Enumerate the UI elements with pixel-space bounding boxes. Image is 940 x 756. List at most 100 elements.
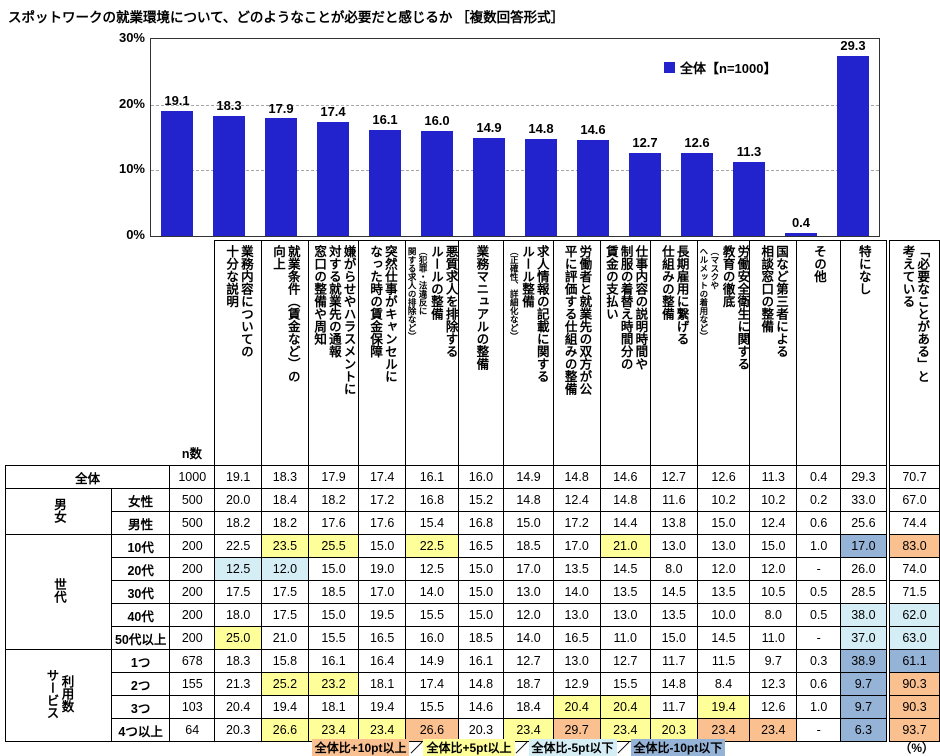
column-header: 労働安全衛生に関する 教育の徹底 （マスクや ヘルメットの着用など） xyxy=(696,240,751,466)
table-cell: 13.0 xyxy=(649,534,698,558)
column-header-main: 長期雇用に繋げる 仕組みの整備 xyxy=(659,245,689,345)
table-cell: 18.5 xyxy=(503,534,554,558)
table-cell: 15.5 xyxy=(405,603,459,627)
table-cell: 26.6 xyxy=(261,718,309,742)
table-cell: 20.4 xyxy=(214,695,263,719)
y-axis-tick: 30% xyxy=(118,30,145,45)
y-axis-tick: 10% xyxy=(118,161,145,177)
table-cell: 18.2 xyxy=(307,488,360,512)
table-cell: 15.0 xyxy=(358,534,407,558)
bar-chart: 19.1 18.3 17.9 17.4 16.1 16.0 14.9 14.8 14.6 12.7… xyxy=(0,24,940,242)
table-cell: 19.1 xyxy=(214,465,263,489)
table-row: 4つ以上 64 20.3 26.6 23.4 23.4 26.6 20.3 23.4 29.7 23… xyxy=(6,718,940,742)
y-axis-tick: 20% xyxy=(118,95,145,111)
table-cell: 12.7 xyxy=(503,649,554,673)
table-row: 20代 200 12.5 12.0 15.0 19.0 12.5 15.0 17.0 13.5 14… xyxy=(6,557,940,581)
bar-slot: 29.3 xyxy=(827,38,879,236)
table-cell: 15.5 xyxy=(599,672,651,696)
column-header-text: 突然仕事がキャンセルに なった時の賃金保障 xyxy=(367,245,397,383)
table-cell: 11.3 xyxy=(749,465,798,489)
column-header-text: 労働者と就業先の双方が公 平に評価する仕組みの整備 xyxy=(562,245,592,395)
table-cell: 18.2 xyxy=(214,511,263,535)
row-group-label-text: サービス 利用数 xyxy=(44,669,74,719)
table-row: 2つ 155 21.3 25.2 23.2 18.1 17.4 14.8 18.7 12.9 15.… xyxy=(6,672,940,696)
table-cell: 13.5 xyxy=(599,580,651,604)
table-cell: 16.8 xyxy=(405,488,459,512)
table-cell: 12.5 xyxy=(405,557,459,581)
table-cell: 16.5 xyxy=(457,534,505,558)
n-value: 200 xyxy=(169,580,216,604)
table-cell: 0.6 xyxy=(796,511,842,535)
table-cell: 11.0 xyxy=(599,626,651,650)
table-cell: 23.4 xyxy=(503,718,554,742)
chart-plot-area: 19.1 18.3 17.9 17.4 16.1 16.0 14.9 14.8 14.6 12.7… xyxy=(150,38,880,237)
column-header-main: 就業条件（賃金など）の 向上 xyxy=(270,245,300,383)
bar xyxy=(733,161,765,236)
bar xyxy=(369,130,401,236)
table-cell: 12.0 xyxy=(749,557,798,581)
table-cell: 12.7 xyxy=(599,649,651,673)
table-cell: 18.1 xyxy=(307,695,360,719)
column-header-main: 求人情報の記載に関する ルール整備 xyxy=(520,245,549,383)
table-cell: 63.0 xyxy=(888,626,940,650)
table-cell: 12.4 xyxy=(552,488,601,512)
bar-value-label: 11.3 xyxy=(736,143,762,159)
table-cell: 90.3 xyxy=(888,695,940,719)
bar-value-label: 29.3 xyxy=(840,38,866,53)
table-cell: 17.0 xyxy=(358,580,407,604)
bar-value-label: 12.7 xyxy=(632,134,658,150)
bar-slot: 14.9 xyxy=(463,39,515,236)
table-cell: 16.1 xyxy=(307,649,360,673)
bar xyxy=(629,152,661,236)
table-cell: 26.6 xyxy=(405,718,459,742)
n-column-header: n数 xyxy=(181,447,203,461)
table-cell: 15.0 xyxy=(503,511,554,535)
table-cell: 29.3 xyxy=(840,465,887,489)
table-cell: 17.2 xyxy=(552,511,601,535)
table-cell: - xyxy=(796,718,842,742)
table-cell: 0.2 xyxy=(796,488,842,512)
bar xyxy=(213,115,245,236)
n-value: 200 xyxy=(169,557,216,581)
table-cell: 15.0 xyxy=(649,626,698,650)
bar xyxy=(421,130,453,236)
column-header: 就業条件（賃金など）の 向上 xyxy=(261,240,309,466)
y-axis-tick: 0% xyxy=(126,227,145,242)
table-cell: 14.5 xyxy=(599,557,651,581)
table-cell: 0.4 xyxy=(796,465,842,489)
table-cell: 21.0 xyxy=(599,534,651,558)
column-header-main: 特になし xyxy=(856,245,871,295)
column-header-main: 突然仕事がキャンセルに なった時の賃金保障 xyxy=(368,245,397,383)
column-header-main: その他 xyxy=(812,245,827,283)
n-value: 500 xyxy=(169,511,216,535)
gridline-20pct xyxy=(151,104,879,106)
table-cell: 17.0 xyxy=(552,534,601,558)
table-corner xyxy=(6,241,170,466)
table-cell: 18.5 xyxy=(457,626,505,650)
table-cell: - xyxy=(796,626,842,650)
table-cell: 0.5 xyxy=(796,580,842,604)
table-cell: 12.5 xyxy=(214,557,263,581)
row-label: 20代 xyxy=(110,557,171,581)
table-cell: 11.0 xyxy=(749,626,798,650)
table-cell: 13.5 xyxy=(696,580,751,604)
n-value: 200 xyxy=(169,603,216,627)
n-value: 155 xyxy=(169,672,216,696)
bar xyxy=(161,110,193,236)
table-cell: 67.0 xyxy=(888,488,940,512)
table-cell: 23.4 xyxy=(307,718,360,742)
column-header-text: 長期雇用に繋げる 仕組みの整備 xyxy=(659,245,689,345)
highlight-legend-item: 全体比-5pt以下 xyxy=(528,739,617,756)
table-cell: 14.0 xyxy=(503,626,554,650)
table-cell: 93.7 xyxy=(888,718,940,742)
table-cell: 26.0 xyxy=(840,557,887,581)
column-header: 嫌がらせやハラスメントに 対する就業先の通報 窓口の整備や周知 xyxy=(307,240,360,466)
bar-slot: 17.9 xyxy=(255,39,307,236)
column-header-sub: （犯罪・法違反に 関する求人の排除など） xyxy=(407,247,429,341)
table-cell: 14.6 xyxy=(457,695,505,719)
bar-value-label: 17.4 xyxy=(320,103,346,119)
table-cell: 20.4 xyxy=(599,695,651,719)
table-cell: 19.4 xyxy=(261,695,309,719)
column-header: 労働者と就業先の双方が公 平に評価する仕組みの整備 xyxy=(552,240,601,466)
table-row: サービス 利用数 1つ 678 18.3 15.8 16.1 16.4 14.9 16.1 12.… xyxy=(5,649,940,742)
